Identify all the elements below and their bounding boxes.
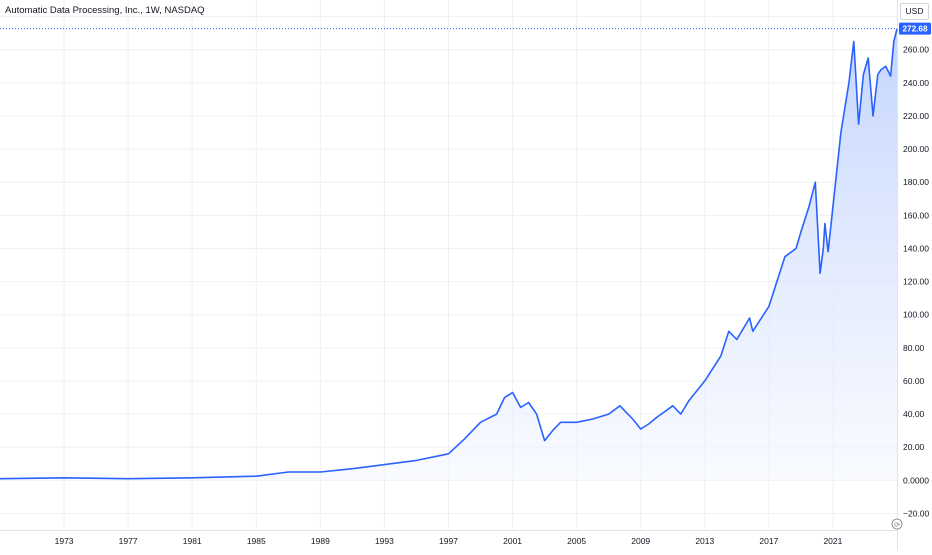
y-tick-label: 260.00 [903,45,929,55]
y-tick-label: 100.00 [903,310,929,320]
last-price-badge [899,22,931,35]
x-tick-label: 1977 [119,536,138,546]
scale-settings-icon[interactable]: ⟳ [891,518,903,530]
x-tick-label: 2021 [823,536,842,546]
x-tick-label: 2017 [759,536,778,546]
chart-title: Automatic Data Processing, Inc., 1W, NAS… [5,5,205,16]
price-area [0,28,897,481]
x-tick-label: 1993 [375,536,394,546]
x-tick-label: 1997 [439,536,458,546]
last-price-label: 272.68 [902,25,927,34]
price-line [0,28,898,480]
x-tick-label: 1973 [55,536,74,546]
y-tick-label: −20.00 [903,508,930,518]
x-tick-label: 2013 [695,536,714,546]
x-tick-label: 1985 [247,536,266,546]
y-tick-label: 220.00 [903,111,929,121]
x-tick-label: 2001 [503,536,522,546]
y-tick-label: 0.0000 [903,475,929,485]
y-tick-label: 180.00 [903,177,929,187]
y-tick-label: 160.00 [903,210,929,220]
y-tick-label: 240.00 [903,78,929,88]
x-tick-label: 1981 [183,536,202,546]
x-tick-label: 2009 [631,536,650,546]
x-tick-label: 2005 [567,536,586,546]
y-tick-label: 20.00 [903,442,925,452]
x-tick-label: 1989 [311,536,330,546]
y-tick-label: 200.00 [903,144,929,154]
y-tick-label: 80.00 [903,343,925,353]
y-tick-label: 140.00 [903,243,929,253]
svg-text:⟳: ⟳ [894,522,900,529]
y-tick-label: 120.00 [903,277,929,287]
y-tick-label: 40.00 [903,409,925,419]
currency-selector[interactable]: USD [900,3,929,20]
y-tick-label: 60.00 [903,376,925,386]
